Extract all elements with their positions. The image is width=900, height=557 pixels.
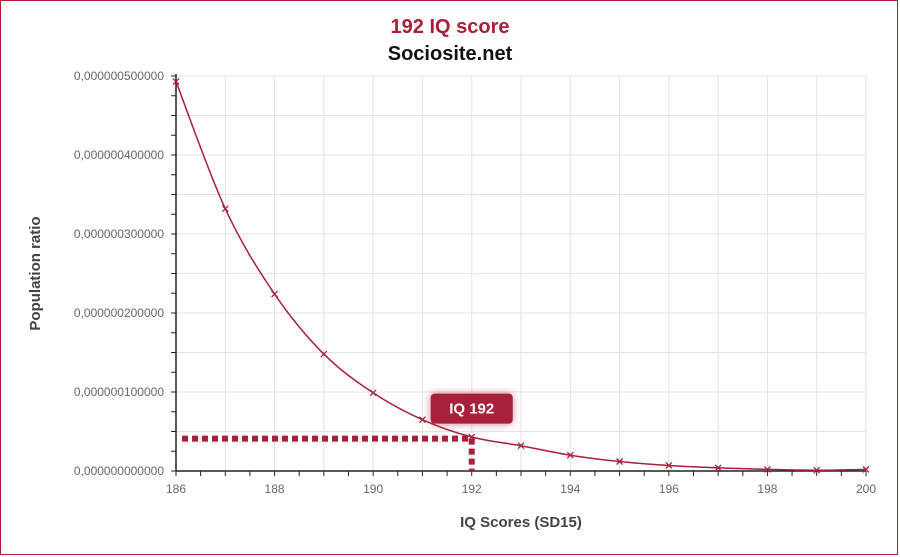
data-point bbox=[763, 465, 771, 473]
data-point-marker bbox=[172, 78, 180, 85]
y-tick-label: 0,000000200000 bbox=[74, 306, 164, 320]
data-point-marker bbox=[566, 451, 574, 459]
axes: 0,000000000000 0,000000100000 0,0000002000… bbox=[74, 69, 876, 496]
chart-subtitle: Sociosite.net bbox=[387, 43, 513, 65]
data-point bbox=[271, 290, 279, 298]
highlight-guides bbox=[182, 435, 475, 471]
series-layer bbox=[172, 78, 870, 474]
data-point bbox=[418, 416, 426, 424]
data-point-marker bbox=[369, 389, 377, 397]
x-tick-label: 198 bbox=[757, 482, 777, 496]
grid-lines bbox=[175, 75, 867, 472]
data-point bbox=[714, 464, 722, 472]
y-tick-label: 0,000000100000 bbox=[74, 385, 164, 399]
data-point-marker bbox=[517, 442, 525, 450]
y-tick-label: 0,000000000000 bbox=[74, 464, 164, 478]
x-tick-label: 192 bbox=[462, 482, 482, 496]
y-tick-label: 0,000000400000 bbox=[74, 148, 164, 162]
chart-title: 192 IQ score bbox=[390, 16, 510, 38]
data-point bbox=[369, 389, 377, 397]
data-point-marker bbox=[813, 466, 821, 474]
data-point-marker bbox=[221, 205, 229, 213]
data-point bbox=[221, 205, 229, 213]
data-point bbox=[813, 466, 821, 474]
data-point-marker bbox=[616, 458, 624, 465]
x-tick-label: 190 bbox=[363, 482, 383, 496]
y-tick-label: 0,000000300000 bbox=[74, 227, 164, 241]
data-point-marker bbox=[862, 465, 870, 473]
data-point-marker bbox=[468, 433, 476, 441]
series-line bbox=[175, 81, 867, 471]
data-point bbox=[566, 451, 574, 459]
data-point-marker bbox=[271, 290, 279, 298]
y-tick-label: 0,000000500000 bbox=[74, 69, 164, 83]
callout-layer: IQ 192 bbox=[430, 393, 513, 424]
data-point-marker bbox=[418, 416, 426, 424]
x-tick-label: 188 bbox=[265, 482, 285, 496]
data-point bbox=[665, 462, 673, 469]
data-point-marker bbox=[665, 462, 673, 469]
data-point-marker bbox=[320, 350, 328, 358]
data-point-marker bbox=[763, 465, 771, 473]
callout-box bbox=[430, 393, 513, 424]
data-point-marker bbox=[714, 464, 722, 472]
data-point bbox=[517, 442, 525, 450]
x-tick-label: 194 bbox=[560, 482, 580, 496]
x-tick-label: 186 bbox=[166, 482, 186, 496]
x-tick-label: 196 bbox=[659, 482, 679, 496]
callout-label: IQ 192 bbox=[449, 401, 494, 418]
data-point bbox=[468, 433, 476, 441]
x-tick-label: 200 bbox=[856, 482, 876, 496]
data-point bbox=[320, 350, 328, 358]
x-axis-title: IQ Scores (SD15) bbox=[460, 514, 582, 531]
data-point bbox=[862, 465, 870, 473]
y-axis-title: Population ratio bbox=[27, 216, 44, 330]
data-point bbox=[172, 78, 180, 85]
data-point bbox=[616, 458, 624, 465]
